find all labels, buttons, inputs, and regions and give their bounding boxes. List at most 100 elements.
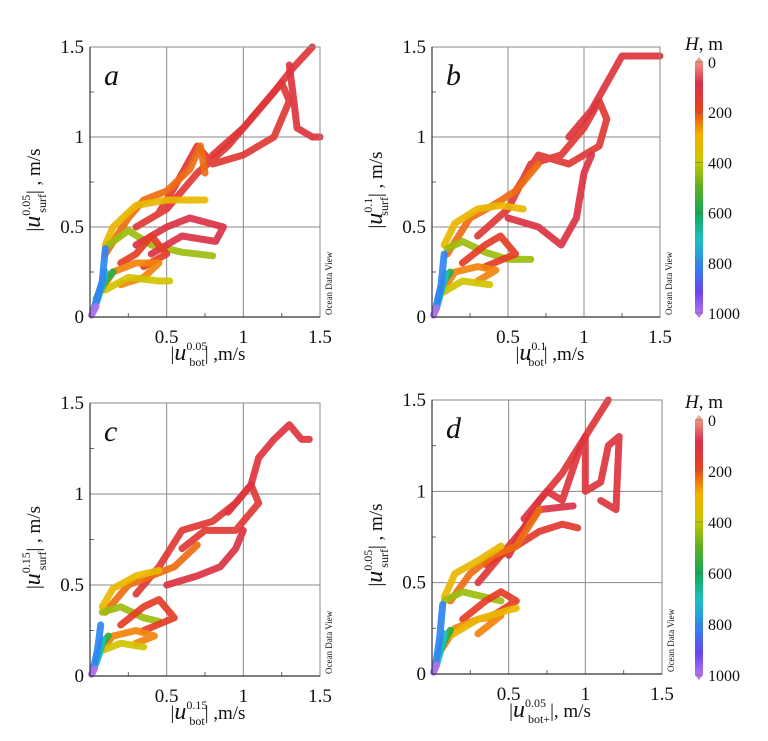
x-tick-label: 0.5 [497,684,521,705]
label-superscript: 0.05 [361,550,375,571]
label-superscript: 0.1 [361,198,375,213]
label-subscript: surf [377,549,391,568]
panel-c: 00.511.50.5 1 1.5c|u0.15 bot| ,m/s|u0.15 sur… [19,393,334,728]
x-axis-label: |u0.05 bot| ,m/s [171,339,246,369]
x-tick-label: 1.5 [308,327,332,348]
x-axis-label: |u0.15 bot| ,m/s [171,698,246,728]
x-tick-label: 1 [239,327,249,348]
data-track [436,263,500,299]
data-track [459,588,520,623]
data-track [458,232,520,271]
data-track [209,43,316,159]
data-track [443,237,535,263]
data-track [88,665,99,678]
data-track [89,245,109,316]
data-track [443,604,520,641]
colorbar-tick-label: 400 [708,515,732,532]
panel-letter: c [104,415,117,448]
colorbar-title-unit: , m [699,392,724,413]
panel-d: 00.511.50.5 1 1.5d|u0.05 bot+|, m/s|u0.05 su… [361,390,676,726]
y-tick-label: 1.5 [402,37,426,58]
y-tick-label: 0.5 [60,217,84,238]
label-subscript: bot [189,714,205,728]
data-track [101,142,209,258]
label-variable: u [513,697,525,723]
y-tick-label: 0.5 [402,217,426,238]
data-track [431,250,448,316]
x-tick-label: 0.5 [155,327,179,348]
y-tick-label: 1.5 [60,393,84,414]
label-unit: , m/s [554,701,591,722]
label-unit: , m/s [24,149,45,191]
plot-frame [431,46,661,318]
watermark: Ocean Data View [664,251,674,315]
watermark: Ocean Data View [324,251,334,315]
data-track [440,277,494,296]
x-axis-label: |u0.05 bot+|, m/s [509,696,591,726]
x-tick-label: 0.5 [496,327,520,348]
label-superscript: 0.05 [525,696,546,710]
x-axis-label: |u0.1 bot| ,m/s [516,339,585,369]
colorbar-tick-label: 1000 [708,306,740,323]
label-variable: u [519,340,531,366]
data-track [101,541,201,616]
data-track [98,566,163,611]
label-variable: u [362,213,388,225]
y-tick-label: 0 [75,307,85,328]
data-track [132,214,227,258]
colorbar: H, m0 200 400 600 800 1000 [684,392,740,685]
label-variable: u [362,571,388,583]
y-axis-label: |u0.05 surf| , m/s [19,149,49,232]
x-tick-label: 1.5 [648,327,672,348]
label-superscript: 0.05 [186,339,207,353]
data-track [98,639,148,654]
panel-letter: a [104,59,119,92]
data-track [565,52,664,141]
colorbar-scale [695,57,703,318]
label-variable: u [174,699,186,725]
y-tick-label: 1 [75,484,85,505]
x-tick-label: 1 [581,684,591,705]
data-track [163,526,247,589]
label-superscript: 0.15 [186,698,207,712]
label-subscript: bot [189,355,205,369]
colorbar-title-var: H [684,392,700,413]
colorbar-title: H, m [684,34,723,55]
x-tick-label: 1 [579,327,589,348]
label-superscript: 0.15 [19,552,33,573]
y-tick-label: 0.5 [60,575,84,596]
label-subscript: surf [377,197,391,216]
y-axis-label: |u0.1 surf| , m/s [361,152,391,229]
y-tick-label: 1 [417,127,427,148]
data-track [101,273,174,294]
data-track [117,596,178,634]
colorbar-scale [695,415,703,680]
label-unit: , m/s [366,152,387,194]
data-track [431,601,447,672]
colorbar-title-var: H [684,34,700,55]
x-tick-label: 1 [239,686,249,707]
y-tick-label: 0 [75,666,85,687]
colorbar-tick-label: 0 [708,413,716,430]
data-track [224,421,313,516]
panel-letter: d [446,412,462,445]
label-unit: ,m/s [209,703,246,724]
x-tick-label: 1.5 [308,686,332,707]
panel-a: 00.511.50.5 1 1.5a|u0.05 bot| ,m/s|u0.05 sur… [19,37,334,369]
colorbar-title: H, m [684,392,723,413]
data-track [104,227,217,260]
label-variable: u [20,216,46,228]
colorbar-tick-label: 1000 [708,668,740,685]
colorbar-tick-label: 0 [708,55,716,72]
label-superscript: 0.1 [531,339,546,353]
panel-b: 00.511.50.5 1 1.5b|u0.1 bot| ,m/s|u0.1 surf|… [361,37,674,369]
label-superscript: 0.05 [19,195,33,216]
watermark: Ocean Data View [666,608,676,672]
data-track [101,196,209,249]
label-variable: u [20,573,46,585]
y-tick-label: 1.5 [60,37,84,58]
colorbar-tick-label: 800 [708,617,732,634]
label-subscript: bot [528,355,544,369]
y-tick-label: 1 [75,127,85,148]
label-subscript: surf [35,552,49,571]
